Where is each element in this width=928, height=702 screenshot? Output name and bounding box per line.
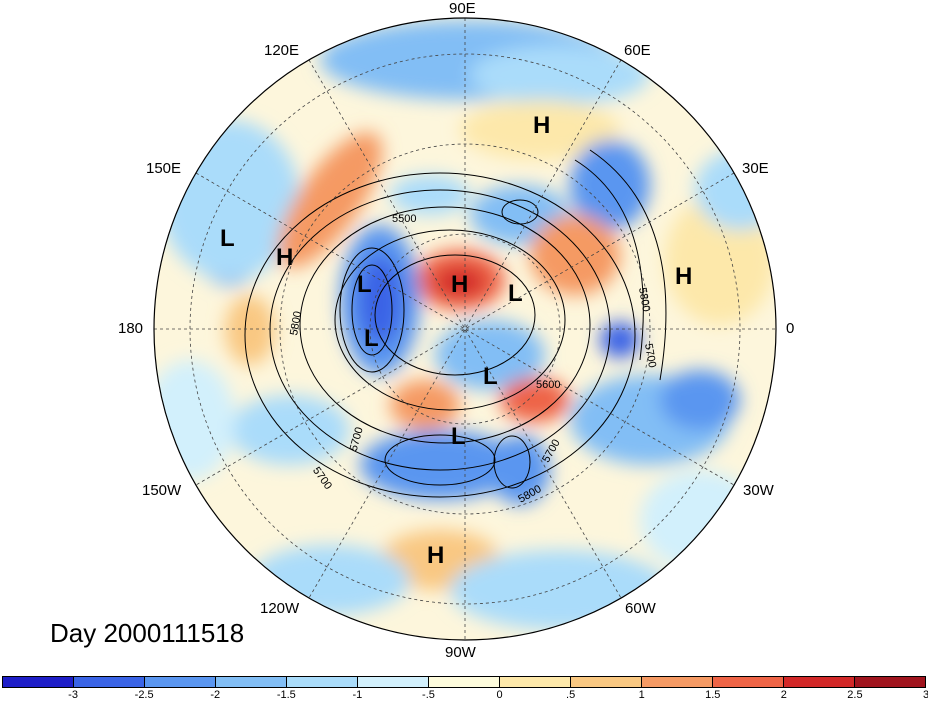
colorbar-tick-label: 0 [496,689,503,701]
lon-label-120w: 120W [260,600,300,617]
colorbar-tick-label: -1 [352,689,363,701]
colorbar-cell [287,677,358,687]
high-center: H [427,542,444,569]
colorbar [2,676,926,688]
colorbar-tick-label: 2.5 [847,689,863,701]
pressure-centers: H H H H H L L L L L L [220,112,692,569]
colorbar-cell [429,677,500,687]
height-contours [244,149,667,498]
colorbar-cell [500,677,571,687]
low-center: L [451,423,466,450]
date-title: Day 2000111518 [50,618,245,648]
lon-label-60w: 60W [625,600,656,617]
colorbar-tick-label: -2.5 [134,689,154,701]
colorbar-cell [713,677,784,687]
graticule [154,18,776,640]
colorbar-cell [74,677,145,687]
lon-label-120e: 120E [264,42,300,59]
lon-label-60e: 60E [624,42,651,59]
lon-label-30e: 30E [742,160,769,177]
high-center: H [276,244,293,271]
colorbar-tick-label: 2 [780,689,787,701]
high-center: H [451,271,468,298]
lon-label-180: 180 [118,320,144,337]
colorbar-tick-label: 1 [638,689,645,701]
contour-label: 5600 [536,379,560,391]
high-center: H [533,112,550,139]
colorbar-cell [145,677,216,687]
lon-label-150w: 150W [142,482,182,499]
colorbar-tick-label: -2 [210,689,221,701]
map-boundary [153,17,777,641]
colorbar-cell [855,677,925,687]
colorbar-tick-label: .5 [566,689,576,701]
contour-label: 5800 [636,287,652,313]
colorbar-cell [3,677,74,687]
lon-label-150e: 150E [146,160,182,177]
colorbar-tick-label: -1.5 [276,689,296,701]
lon-label-90e: 90E [449,0,476,17]
high-center: H [675,263,692,290]
lon-label-0: 0 [786,320,795,337]
colorbar-cell [216,677,287,687]
colorbar-tick-label: -3 [68,689,78,701]
contour-label: 5700 [642,343,658,369]
low-center: L [364,325,379,352]
lon-label-90w: 90W [445,644,476,661]
contour-label: 5500 [392,213,416,225]
colorbar-tick-label: 1.5 [705,689,721,701]
colorbar-tick-label: 3 [922,689,928,701]
colorbar-cell [642,677,713,687]
colorbar-cell [571,677,642,687]
low-center: L [220,225,235,252]
colorbar-cell [358,677,429,687]
contour-label: 5800 [288,310,304,336]
low-center: L [508,280,523,307]
lon-label-30w: 30W [743,482,774,499]
colorbar-cell [784,677,855,687]
low-center: L [357,271,372,298]
low-center: L [483,363,498,390]
anomaly-field [154,18,776,640]
colorbar-tick-label: -.5 [422,689,435,701]
